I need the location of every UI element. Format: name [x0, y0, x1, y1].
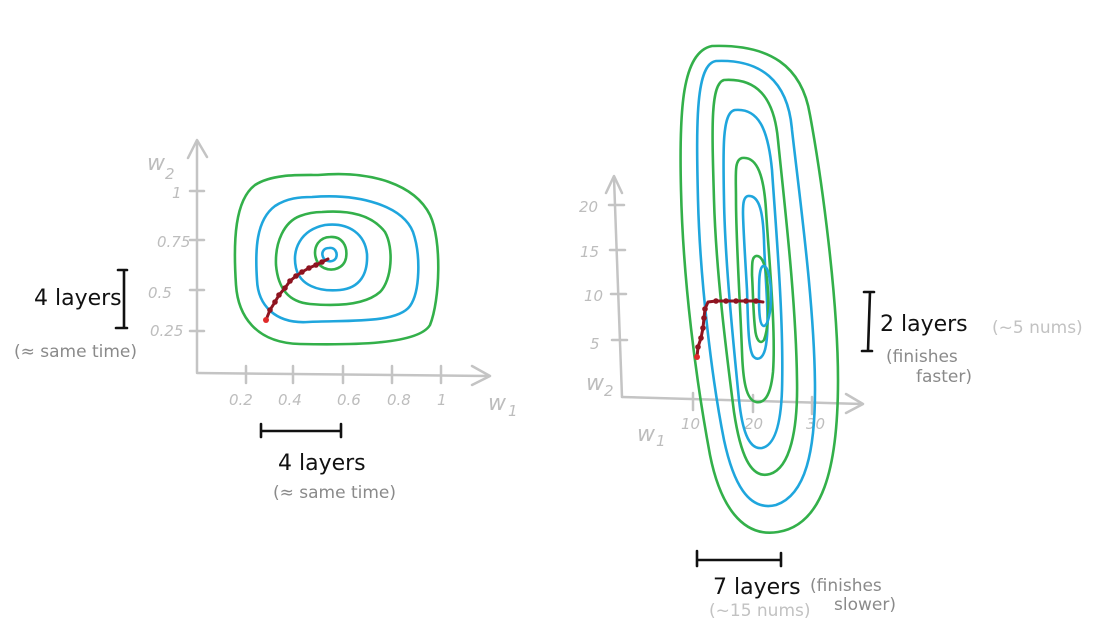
right-contour-5	[734, 156, 776, 404]
left-contour-4	[293, 223, 369, 292]
right-y-ticks	[607, 203, 629, 342]
left-path-step	[313, 262, 319, 268]
left-y-tick-label: 0.5	[148, 284, 172, 302]
right-path-step	[702, 306, 708, 312]
right-y-axis-name: w	[586, 371, 605, 396]
left-x-tick-label: 0.6	[337, 391, 361, 409]
right-y-axis-subscript: 2	[604, 382, 614, 400]
right-contour-4	[722, 108, 784, 450]
left-y-tick-label: 0.25	[150, 322, 183, 340]
left-x-axis-subscript: 1	[508, 402, 518, 420]
left-vertical-bracket	[114, 268, 129, 330]
right-contour-7	[750, 254, 770, 344]
right-vertical-label: 2 layers	[880, 312, 968, 337]
right-x-axis-subscript: 1	[656, 432, 666, 450]
right-axes	[604, 174, 865, 416]
right-vertical-bracket	[860, 290, 876, 353]
left-horizontal-label: 4 layers	[278, 451, 366, 476]
right-x-axis	[620, 395, 864, 406]
left-y-ticks	[188, 189, 206, 333]
left-contours	[233, 172, 440, 346]
left-contour-outer	[233, 172, 440, 346]
right-path-step	[723, 298, 729, 304]
left-x-tick-label: 0.2	[229, 391, 253, 409]
right-y-axis	[612, 176, 624, 399]
right-path-step	[701, 315, 707, 321]
left-path-step	[319, 259, 325, 265]
left-path-step	[276, 292, 282, 298]
right-contour-2	[695, 59, 817, 508]
left-path-step	[282, 285, 288, 291]
right-path-step	[700, 325, 706, 331]
left-contour-inner	[321, 246, 338, 263]
right-x-arrowhead	[844, 392, 865, 415]
right-horizontal-note-line1: (finishes	[810, 576, 882, 596]
left-x-ticks	[244, 364, 443, 385]
left-path-step	[306, 265, 312, 271]
right-path-start-point	[694, 354, 700, 360]
left-optimization-path	[263, 257, 330, 323]
left-y-tick-label: 1	[172, 184, 182, 202]
left-path-start-point	[263, 317, 269, 323]
right-vertical-note-line2: faster)	[916, 367, 972, 387]
right-y-tick-label: 5	[590, 335, 600, 353]
left-vertical-label: 4 layers	[34, 286, 122, 311]
left-x-tick-label: 0.4	[278, 391, 302, 409]
left-vertical-note: (≈ same time)	[14, 342, 137, 362]
right-contour-3	[711, 78, 799, 477]
right-x-ticks	[691, 391, 814, 416]
left-path-step	[287, 278, 293, 284]
right-vertical-runs: (~5 nums)	[992, 318, 1083, 338]
left-plot: w 2 w 1 0.2 0.4 0.6 0.8 1 1 0.75 0.5 0.2…	[14, 138, 518, 503]
left-path-step	[272, 299, 278, 305]
right-contour-outer	[679, 44, 840, 534]
left-contour-2	[254, 195, 420, 324]
left-path-step	[299, 269, 305, 275]
left-horizontal-note: (≈ same time)	[273, 483, 396, 503]
left-x-axis-name: w	[488, 391, 507, 416]
right-vertical-note-line1: (finishes	[886, 347, 958, 367]
left-y-tick-label: 0.75	[157, 233, 190, 251]
left-contour-5	[313, 235, 348, 271]
left-x-arrowhead	[470, 364, 492, 387]
right-path-step	[743, 298, 749, 304]
left-y-arrowhead	[186, 138, 209, 160]
right-contours	[679, 44, 840, 534]
right-path-step	[713, 298, 719, 304]
right-contour-inner	[757, 264, 773, 328]
right-horizontal-note-line2: slower)	[834, 595, 896, 615]
left-x-tick-label: 0.8	[387, 391, 411, 409]
left-x-tick-label: 1	[437, 391, 447, 409]
right-horizontal-label: 7 layers	[713, 575, 801, 600]
right-path-step	[733, 298, 739, 304]
right-contour-6	[741, 194, 769, 360]
left-horizontal-bracket	[259, 422, 343, 439]
right-optimization-path	[694, 298, 765, 360]
left-axes	[186, 138, 492, 387]
right-path-step	[698, 335, 704, 341]
right-plot: w 2 w 1 10 20 30 20 15 10 5	[579, 44, 1083, 621]
left-y-axis-name: w	[147, 151, 166, 176]
right-y-arrowhead	[604, 174, 624, 195]
right-x-tick-label: 30	[806, 415, 825, 433]
left-contour-3	[274, 210, 392, 307]
right-horizontal-runs: (~15 nums)	[709, 601, 811, 621]
left-path-step	[293, 273, 299, 279]
right-x-axis-name: w	[637, 422, 656, 447]
right-x-tick-label: 20	[744, 415, 763, 433]
right-horizontal-bracket	[695, 549, 783, 568]
right-y-tick-label: 15	[580, 243, 599, 261]
left-y-axis-subscript: 2	[165, 165, 175, 183]
left-path-step	[267, 307, 273, 313]
right-y-tick-label: 20	[579, 198, 598, 216]
right-x-tick-label: 10	[681, 415, 700, 433]
right-y-tick-label: 10	[584, 287, 603, 305]
right-path-step	[695, 344, 701, 350]
right-path-step	[753, 298, 759, 304]
